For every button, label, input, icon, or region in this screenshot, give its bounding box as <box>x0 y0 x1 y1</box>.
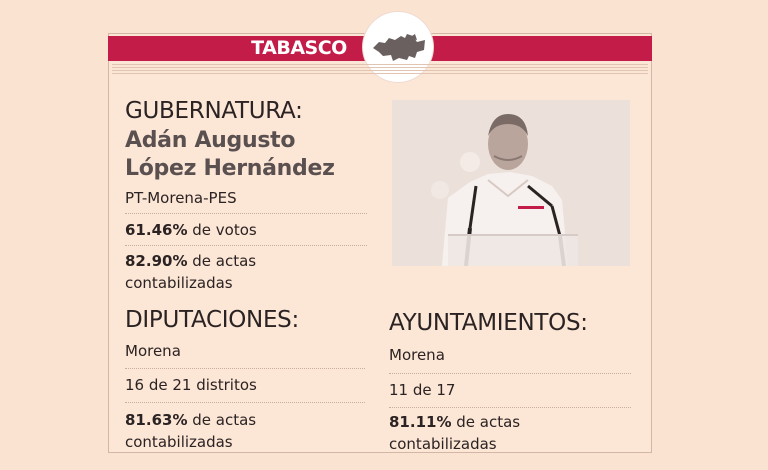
diputaciones-heading: DIPUTACIONES: <box>125 307 299 333</box>
diputaciones-actas: 81.63% de actas contabilizadas <box>125 403 365 451</box>
governor-actas-pct: 82.90% <box>125 252 188 270</box>
ayuntamientos-actas-label: de actas contabilizadas <box>389 413 521 453</box>
governor-actas: 82.90% de actas contabilizadas <box>125 246 367 292</box>
diputaciones-districts-text: 16 de 21 distritos <box>125 376 257 394</box>
governor-party: PT-Morena-PES <box>125 184 367 214</box>
governor-votes: 61.46% de votos <box>125 214 367 246</box>
tabasco-map-icon <box>373 34 425 61</box>
ayuntamientos-party: Morena <box>389 340 631 374</box>
governor-actas-label: de actas contabilizadas <box>125 252 257 292</box>
diputaciones-party-text: Morena <box>125 342 181 360</box>
decorative-lines <box>112 64 648 75</box>
diputaciones-districts: 16 de 21 distritos <box>125 369 365 403</box>
governor-party-text: PT-Morena-PES <box>125 189 237 207</box>
ayuntamientos-actas: 81.11% de actas contabilizadas <box>389 408 631 453</box>
ayuntamientos-actas-pct: 81.11% <box>389 413 452 431</box>
diputaciones-actas-pct: 81.63% <box>125 411 188 429</box>
candidate-photo <box>392 100 630 266</box>
governor-votes-pct: 61.46% <box>125 221 188 239</box>
ayuntamientos-heading: AYUNTAMIENTOS: <box>389 310 588 336</box>
ayuntamientos-count-text: 11 de 17 <box>389 381 456 399</box>
governor-heading: GUBERNATURA: <box>125 98 303 124</box>
diputaciones-party: Morena <box>125 336 365 369</box>
state-title: TABASCO <box>251 37 347 59</box>
ayuntamientos-count: 11 de 17 <box>389 374 631 408</box>
ayuntamientos-party-text: Morena <box>389 346 445 364</box>
candidate-photo-illustration <box>392 100 630 266</box>
governor-name-line2: López Hernández <box>125 156 335 181</box>
governor-votes-label: de votos <box>187 221 257 239</box>
diputaciones-actas-label: de actas contabilizadas <box>125 411 257 451</box>
governor-name-line1: Adán Augusto <box>125 128 296 153</box>
